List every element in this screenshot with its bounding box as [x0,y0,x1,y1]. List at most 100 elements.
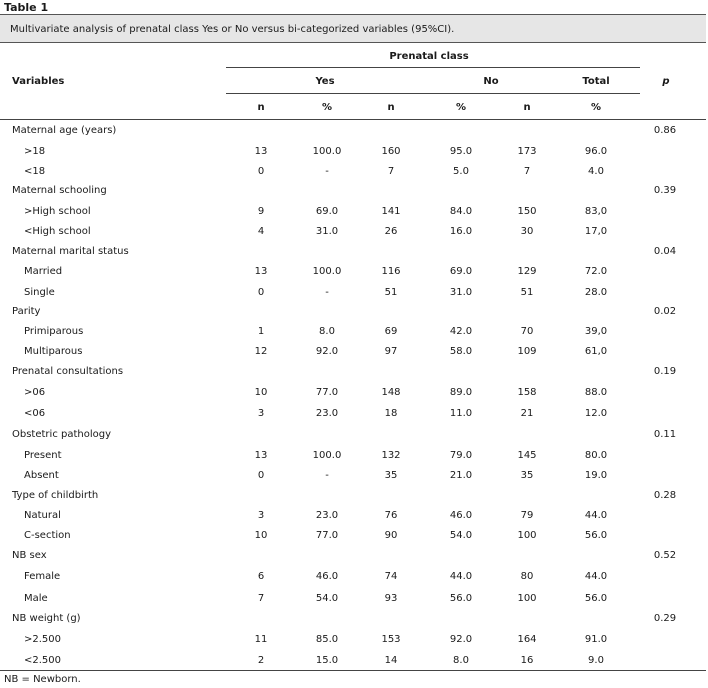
cell-total-pct: 61,0 [584,346,608,357]
row-label: Primiparous [24,326,84,337]
cell-yes-n: 3 [257,510,265,521]
cell-no-n: 97 [384,346,398,357]
cell-total-n: 100 [517,530,537,541]
cell-no-n: 18 [384,408,398,419]
section-label: Obstetric pathology [12,429,112,440]
cell-total-pct: 19.0 [584,470,608,481]
row-label: C-section [24,530,71,541]
cell-no-n: 14 [384,655,398,666]
cell-total-n: 150 [517,206,537,217]
cell-no-pct: 5.0 [453,166,469,177]
subheader-yes-n: n [257,102,265,113]
cell-no-n: 51 [384,287,398,298]
cell-total-pct: 56.0 [584,593,608,604]
header-group-rule [226,67,640,68]
cell-no-pct: 21.0 [449,470,473,481]
cell-no-n: 141 [381,206,401,217]
cell-no-pct: 8.0 [453,655,469,666]
cell-yes-n: 0 [257,166,265,177]
cell-total-n: 79 [520,510,534,521]
row-label: <18 [24,166,46,177]
cell-yes-pct: - [325,287,329,298]
p-value: 0.29 [653,613,677,624]
cell-no-pct: 31.0 [449,287,473,298]
p-value: 0.52 [653,550,677,561]
cell-total-n: 145 [517,450,537,461]
row-label: Absent [24,470,59,481]
header-total: Total [582,76,610,87]
cell-total-pct: 83,0 [584,206,608,217]
cell-total-pct: 12.0 [584,408,608,419]
cell-total-pct: 80.0 [584,450,608,461]
cell-no-pct: 46.0 [449,510,473,521]
cell-total-n: 51 [520,287,534,298]
cell-yes-n: 0 [257,287,265,298]
cell-yes-n: 7 [257,593,265,604]
row-label: >06 [24,387,46,398]
cell-total-n: 158 [517,387,537,398]
p-value: 0.28 [653,490,677,501]
row-label: <High school [24,226,91,237]
row-label: Natural [24,510,61,521]
cell-yes-n: 13 [254,266,268,277]
cell-total-n: 129 [517,266,537,277]
cell-total-n: 100 [517,593,537,604]
p-value: 0.02 [653,306,677,317]
row-label: Multiparous [24,346,83,357]
cell-no-n: 69 [384,326,398,337]
row-label: Present [24,450,62,461]
cell-yes-pct: - [325,470,329,481]
cell-total-n: 164 [517,634,537,645]
cell-total-n: 21 [520,408,534,419]
caption-band: Multivariate analysis of prenatal class … [0,14,706,43]
row-label: <2.500 [24,655,62,666]
subheader-total-pct: % [590,102,602,113]
table-bottom-rule [0,670,706,671]
cell-no-pct: 44.0 [449,571,473,582]
cell-no-n: 93 [384,593,398,604]
cell-no-n: 132 [381,450,401,461]
cell-no-pct: 42.0 [449,326,473,337]
section-label: NB weight (g) [12,613,81,624]
cell-total-pct: 9.0 [588,655,604,666]
cell-yes-n: 12 [254,346,268,357]
cell-yes-pct: 69.0 [315,206,339,217]
header-variables: Variables [12,76,65,87]
cell-yes-pct: 23.0 [315,510,339,521]
cell-no-pct: 11.0 [449,408,473,419]
cell-no-pct: 84.0 [449,206,473,217]
cell-yes-n: 3 [257,408,265,419]
table-title: Table 1 [4,1,49,14]
cell-no-n: 26 [384,226,398,237]
cell-total-n: 16 [520,655,534,666]
cell-yes-n: 13 [254,146,268,157]
row-label: Married [24,266,63,277]
cell-no-n: 7 [387,166,395,177]
cell-yes-pct: 31.0 [315,226,339,237]
section-label: Type of childbirth [12,490,99,501]
row-label: >High school [24,206,91,217]
cell-total-pct: 56.0 [584,530,608,541]
cell-total-pct: 44.0 [584,571,608,582]
p-value: 0.39 [653,185,677,196]
cell-total-n: 173 [517,146,537,157]
cell-yes-pct: 92.0 [315,346,339,357]
header-bottom-rule [0,119,706,120]
cell-no-pct: 92.0 [449,634,473,645]
cell-total-n: 7 [523,166,531,177]
p-value: 0.04 [653,246,677,257]
cell-no-n: 153 [381,634,401,645]
subheader-yes-pct: % [321,102,333,113]
section-label: Prenatal consultations [12,366,124,377]
cell-total-pct: 88.0 [584,387,608,398]
table-footnote: NB = Newborn. [4,674,81,685]
cell-total-pct: 17,0 [584,226,608,237]
cell-total-n: 109 [517,346,537,357]
cell-no-pct: 54.0 [449,530,473,541]
cell-no-n: 116 [381,266,401,277]
section-label: Maternal schooling [12,185,107,196]
cell-total-pct: 96.0 [584,146,608,157]
cell-yes-n: 0 [257,470,265,481]
cell-no-pct: 56.0 [449,593,473,604]
header-yes: Yes [315,76,335,87]
